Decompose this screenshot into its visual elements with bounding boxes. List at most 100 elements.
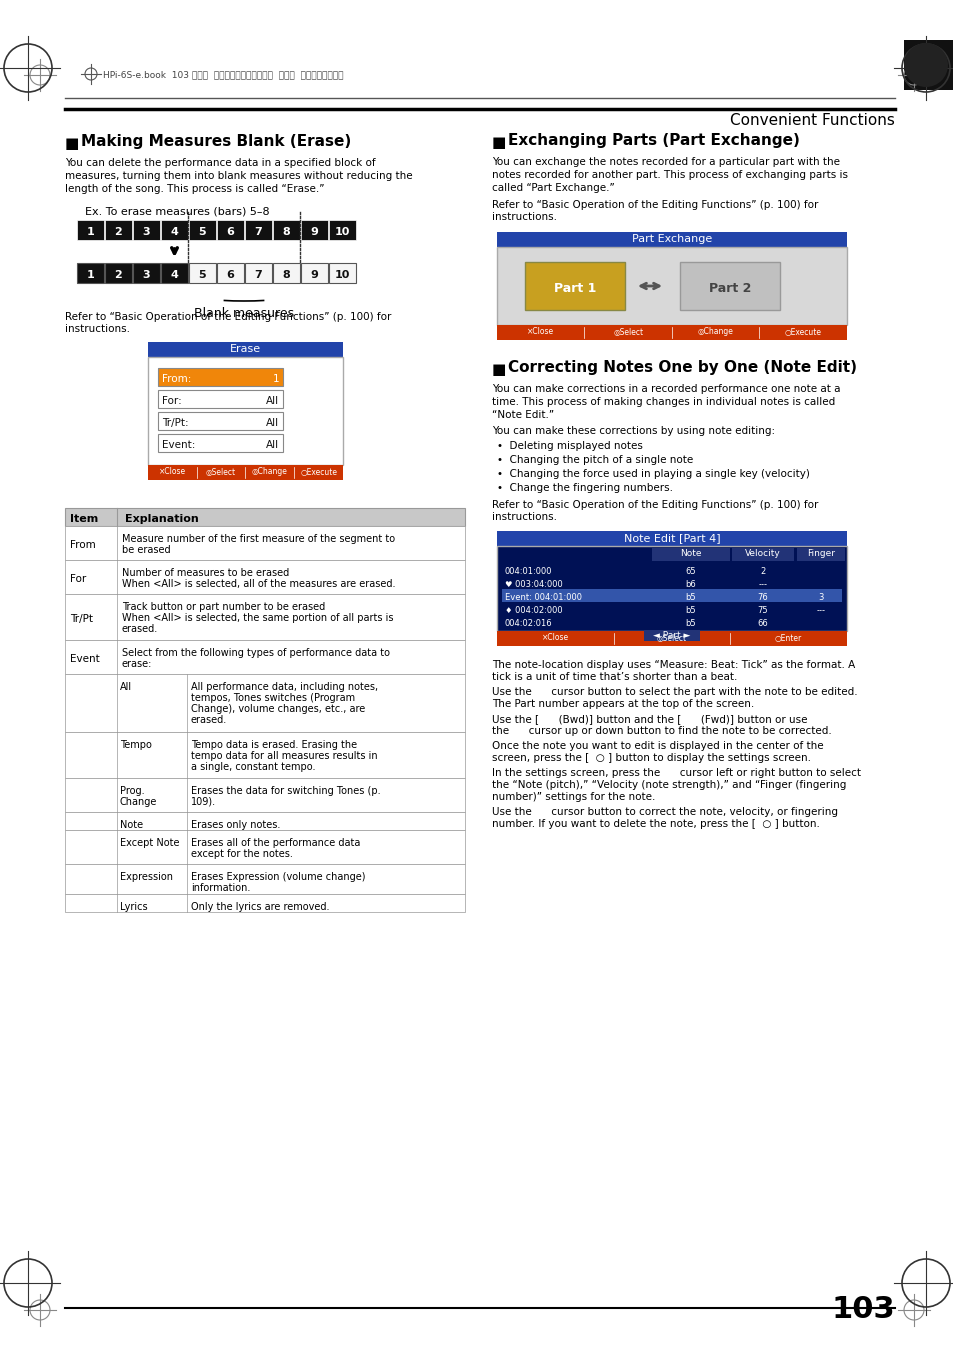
- Bar: [158, 367, 283, 386]
- Text: 7: 7: [254, 227, 262, 236]
- Text: ◎Select: ◎Select: [613, 327, 642, 336]
- Bar: [903, 41, 953, 91]
- Text: Use the      cursor button to correct the note, velocity, or fingering: Use the cursor button to correct the not…: [492, 807, 837, 817]
- Text: Change: Change: [120, 797, 157, 807]
- Bar: [132, 263, 160, 282]
- Bar: [158, 434, 283, 453]
- Text: ◄ Part ►: ◄ Part ►: [653, 631, 690, 639]
- Text: Note: Note: [120, 820, 143, 830]
- Text: called “Part Exchange.”: called “Part Exchange.”: [492, 182, 614, 193]
- Text: 75: 75: [757, 607, 767, 615]
- Text: ×Close: ×Close: [527, 327, 554, 336]
- Text: 1: 1: [273, 374, 278, 384]
- Text: When <All> is selected, the same portion of all parts is: When <All> is selected, the same portion…: [122, 613, 393, 623]
- Text: Measure number of the first measure of the segment to: Measure number of the first measure of t…: [122, 534, 395, 544]
- Text: ♥ 003:04:000: ♥ 003:04:000: [504, 580, 562, 589]
- Text: All performance data, including notes,: All performance data, including notes,: [191, 682, 377, 692]
- Text: Refer to “Basic Operation of the Editing Functions” (p. 100) for: Refer to “Basic Operation of the Editing…: [492, 200, 818, 209]
- Text: ○Execute: ○Execute: [784, 327, 821, 336]
- Bar: [65, 812, 464, 830]
- Text: 1: 1: [87, 227, 94, 236]
- Text: Tempo data is erased. Erasing the: Tempo data is erased. Erasing the: [191, 740, 356, 750]
- Text: 004:01:000: 004:01:000: [504, 567, 552, 576]
- Text: 6: 6: [226, 227, 234, 236]
- Text: 5: 5: [198, 270, 206, 280]
- Bar: [158, 412, 283, 430]
- Text: 4: 4: [171, 270, 178, 280]
- Text: b6: b6: [685, 580, 696, 589]
- Text: ◎Select: ◎Select: [206, 467, 236, 477]
- Text: You can exchange the notes recorded for a particular part with the: You can exchange the notes recorded for …: [492, 157, 840, 168]
- Text: ◎Change: ◎Change: [697, 327, 733, 336]
- Bar: [158, 390, 283, 408]
- Bar: [497, 326, 846, 340]
- Text: Item: Item: [70, 513, 98, 524]
- Bar: [497, 232, 846, 247]
- Text: “Note Edit.”: “Note Edit.”: [492, 409, 554, 420]
- Text: number)” settings for the note.: number)” settings for the note.: [492, 792, 655, 802]
- Text: Event: 004:01:000: Event: 004:01:000: [504, 593, 581, 603]
- Bar: [105, 263, 132, 282]
- Bar: [216, 220, 244, 240]
- Text: Only the lyrics are removed.: Only the lyrics are removed.: [191, 902, 329, 912]
- Bar: [148, 357, 343, 465]
- Bar: [679, 262, 780, 309]
- Text: Part 1: Part 1: [554, 281, 596, 295]
- Bar: [148, 465, 343, 480]
- Text: The note-location display uses “Measure: Beat: Tick” as the format. A: The note-location display uses “Measure:…: [492, 661, 854, 670]
- Text: ○Execute: ○Execute: [300, 467, 336, 477]
- Text: number. If you want to delete the note, press the [  ○ ] button.: number. If you want to delete the note, …: [492, 819, 819, 830]
- Text: When <All> is selected, all of the measures are erased.: When <All> is selected, all of the measu…: [122, 580, 395, 589]
- Text: Erases Expression (volume change): Erases Expression (volume change): [191, 871, 365, 882]
- Bar: [651, 549, 729, 561]
- Bar: [161, 263, 188, 282]
- Bar: [148, 342, 343, 357]
- Text: tick is a unit of time that’s shorter than a beat.: tick is a unit of time that’s shorter th…: [492, 671, 737, 682]
- Text: 3: 3: [143, 270, 151, 280]
- Text: 9: 9: [311, 227, 318, 236]
- Text: Velocity: Velocity: [744, 550, 781, 558]
- Text: 8: 8: [282, 270, 290, 280]
- Text: notes recorded for another part. This process of exchanging parts is: notes recorded for another part. This pr…: [492, 170, 847, 180]
- Text: 109).: 109).: [191, 797, 216, 807]
- Bar: [497, 247, 846, 326]
- Bar: [161, 220, 188, 240]
- Text: Expression: Expression: [120, 871, 172, 882]
- Text: except for the notes.: except for the notes.: [191, 848, 293, 859]
- Text: 1: 1: [87, 270, 94, 280]
- Text: From: From: [70, 540, 95, 550]
- Text: measures, turning them into blank measures without reducing the: measures, turning them into blank measur…: [65, 172, 413, 181]
- Text: Erases all of the performance data: Erases all of the performance data: [191, 838, 360, 848]
- Text: a single, constant tempo.: a single, constant tempo.: [191, 762, 315, 771]
- Text: HPi-6S-e.book  103 ページ  ２００７年１１月１９日  月曜日  午前１０時３６分: HPi-6S-e.book 103 ページ ２００７年１１月１９日 月曜日 午前…: [103, 70, 343, 78]
- Text: instructions.: instructions.: [65, 324, 130, 334]
- Text: Correcting Notes One by One (Note Edit): Correcting Notes One by One (Note Edit): [507, 359, 856, 376]
- Text: Event:: Event:: [162, 440, 195, 450]
- Text: Exchanging Parts (Part Exchange): Exchanging Parts (Part Exchange): [507, 132, 799, 149]
- Bar: [65, 865, 464, 894]
- Text: Once the note you want to edit is displayed in the center of the: Once the note you want to edit is displa…: [492, 740, 822, 751]
- Text: Prog.: Prog.: [120, 786, 145, 796]
- Bar: [65, 526, 464, 561]
- Text: instructions.: instructions.: [492, 512, 557, 521]
- Bar: [65, 674, 464, 732]
- Text: b5: b5: [685, 593, 696, 603]
- Text: the “Note (pitch),” “Velocity (note strength),” and “Finger (fingering: the “Note (pitch),” “Velocity (note stre…: [492, 780, 845, 790]
- Text: erased.: erased.: [122, 624, 158, 634]
- Text: 10: 10: [335, 270, 350, 280]
- Text: Making Measures Blank (Erase): Making Measures Blank (Erase): [81, 134, 351, 149]
- Text: Use the [      (Bwd)] button and the [      (Fwd)] button or use: Use the [ (Bwd)] button and the [ (Fwd)]…: [492, 713, 806, 724]
- Text: 65: 65: [685, 567, 696, 576]
- Text: •  Change the fingering numbers.: • Change the fingering numbers.: [497, 484, 672, 493]
- Text: 8: 8: [282, 227, 290, 236]
- Text: 5: 5: [198, 227, 206, 236]
- Bar: [245, 220, 272, 240]
- Text: Select from the following types of performance data to: Select from the following types of perfo…: [122, 648, 390, 658]
- Text: Erases the data for switching Tones (p.: Erases the data for switching Tones (p.: [191, 786, 380, 796]
- Bar: [65, 732, 464, 778]
- Text: 2: 2: [114, 270, 122, 280]
- Text: tempos, Tones switches (Program: tempos, Tones switches (Program: [191, 693, 355, 703]
- Text: Part 2: Part 2: [708, 281, 750, 295]
- Text: ◎Select: ◎Select: [657, 634, 686, 643]
- Text: ○Enter: ○Enter: [774, 634, 801, 643]
